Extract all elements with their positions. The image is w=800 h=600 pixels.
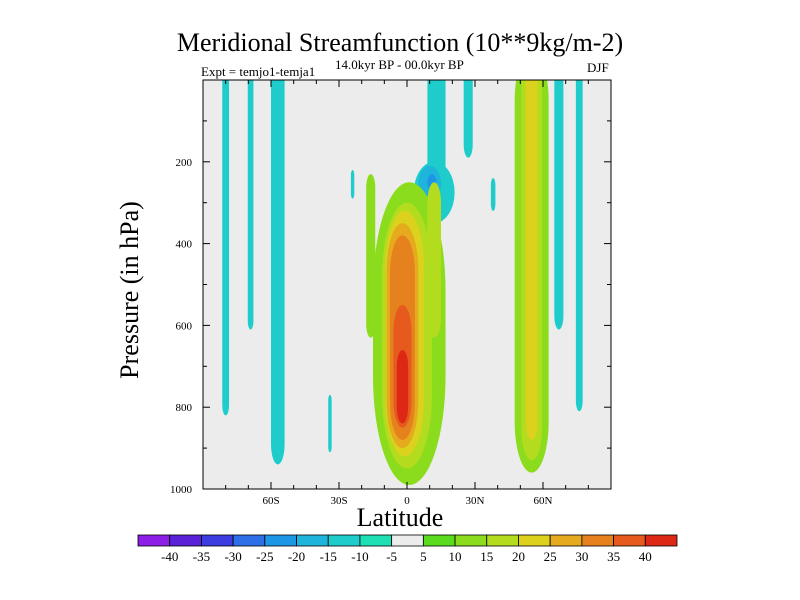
contour-region (247, 80, 254, 330)
colorbar-swatch (296, 534, 329, 547)
colorbar-swatch (327, 534, 361, 547)
contour-region (328, 394, 332, 453)
contour-region (222, 80, 230, 416)
colorbar-label: -15 (320, 549, 337, 564)
colorbar-swatch (486, 534, 519, 547)
experiment-label: Expt = temjo1-temja1 (201, 64, 316, 79)
colorbar-swatch (518, 534, 551, 547)
colorbar-swatch (549, 534, 583, 547)
colorbar-label: 35 (607, 549, 620, 564)
colorbar-swatch (201, 534, 234, 547)
contour-region (526, 80, 538, 440)
colorbar-swatch (232, 534, 266, 547)
colorbar-label: -20 (288, 549, 305, 564)
contour-region (575, 80, 583, 412)
colorbar-swatch (581, 534, 614, 547)
x-axis-label: Latitude (356, 503, 444, 532)
x-tick-label: 0 (404, 495, 410, 507)
colorbar-label: 10 (449, 549, 462, 564)
contour-region (490, 178, 496, 211)
colorbar-label: 5 (420, 549, 427, 564)
colorbar-label: 40 (639, 549, 652, 564)
y-tick-label: 400 (176, 239, 193, 251)
y-tick-label: 200 (176, 157, 193, 169)
colorbar-swatch (169, 534, 202, 547)
colorbar-swatch (137, 534, 171, 547)
y-tick-label: 800 (176, 402, 193, 414)
contour-region (396, 349, 409, 424)
contour-region (350, 169, 355, 199)
colorbar-label: -40 (161, 549, 178, 564)
colorbar-label: 25 (544, 549, 557, 564)
y-tick-label: 1000 (170, 484, 193, 496)
colorbar-swatch (264, 534, 297, 547)
colorbar-swatch (454, 534, 488, 547)
x-tick-label: 60S (262, 495, 279, 507)
contour-region (271, 80, 285, 465)
colorbar-swatch (391, 534, 424, 547)
colorbar-label: 30 (575, 549, 588, 564)
season-label: DJF (587, 60, 609, 75)
colorbar-label: -10 (351, 549, 368, 564)
colorbar-label: 20 (512, 549, 525, 564)
contour-region (463, 80, 473, 158)
chart-title: Meridional Streamfunction (10**9kg/m-2) (176, 28, 624, 57)
colorbar-label: -5 (386, 549, 397, 564)
colorbar-label: -35 (193, 549, 210, 564)
y-tick-label: 600 (176, 320, 193, 332)
colorbar-label: 15 (480, 549, 493, 564)
colorbar-swatch (613, 534, 646, 547)
colorbar-swatch (644, 534, 678, 547)
colorbar-swatch (422, 534, 456, 547)
x-tick-label: 30S (330, 495, 347, 507)
colorbar-swatch (359, 534, 393, 547)
time-range-label: 14.0kyr BP - 00.0kyr BP (335, 57, 464, 72)
contour-fills (222, 80, 583, 485)
contour-region (427, 182, 441, 338)
colorbar-label: -30 (224, 549, 241, 564)
x-tick-label: 30N (466, 495, 485, 507)
x-tick-label: 60N (534, 495, 553, 507)
contour-region (554, 80, 564, 330)
colorbar-label: -25 (256, 549, 273, 564)
